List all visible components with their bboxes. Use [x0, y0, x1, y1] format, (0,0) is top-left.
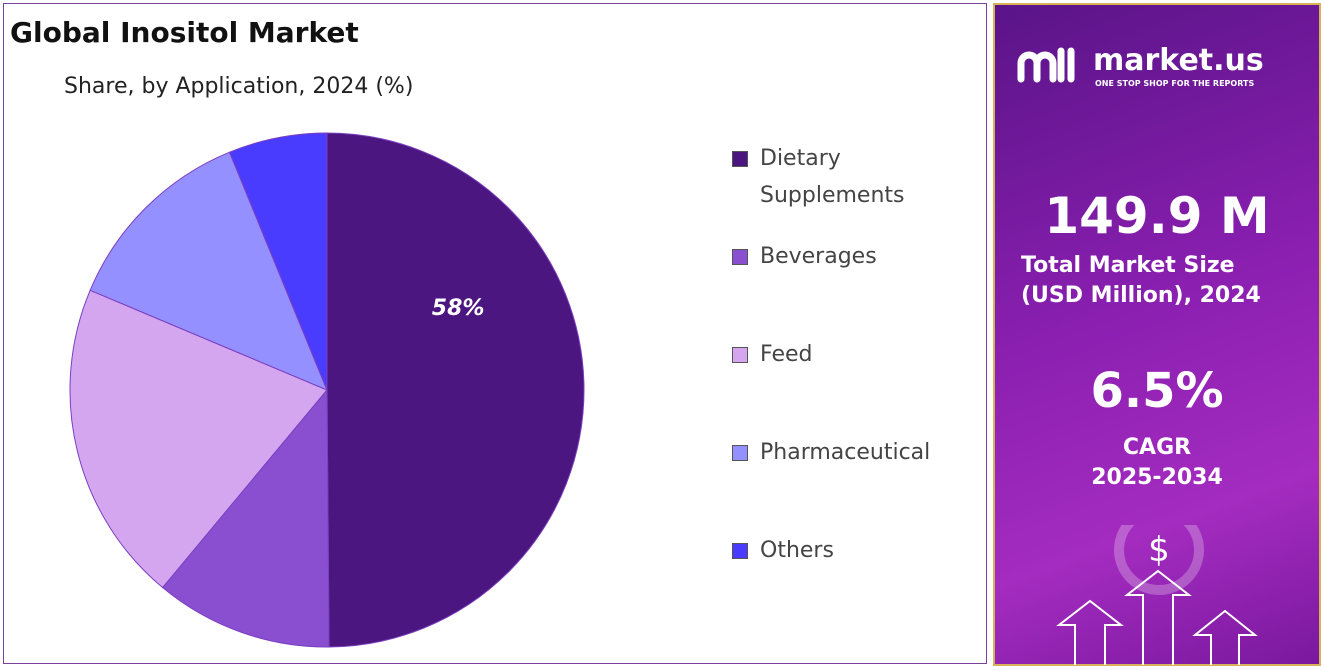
data-label: 58%: [432, 296, 485, 321]
legend-item: Feed: [732, 336, 1000, 373]
legend-swatch: [732, 347, 748, 363]
market-size-label: (USD Million), 2024: [1021, 283, 1261, 308]
legend-swatch: [732, 249, 748, 265]
legend-item: Beverages: [732, 238, 1000, 275]
brand: market.us: [1093, 43, 1264, 78]
legend-swatch: [732, 543, 748, 559]
market-size-label: Total Market Size: [1021, 253, 1235, 278]
pie-slice: [326, 132, 585, 648]
legend-item: Pharmaceutical: [732, 434, 1000, 471]
market-size: 149.9 M: [1044, 187, 1270, 245]
legend-item: Dietary Supplements: [732, 140, 940, 214]
pie-slice: [89, 151, 328, 391]
arrows-decoration: $: [1056, 525, 1258, 665]
chart-panel: [3, 3, 987, 664]
chart-subtitle: Share, by Application, 2024 (%): [64, 74, 414, 99]
legend-swatch: [732, 151, 748, 167]
pie-slice: [161, 388, 330, 648]
cagr-value: 6.5%: [1090, 363, 1224, 419]
legend-label: Pharmaceutical: [760, 440, 931, 465]
chart-title: Global Inositol Market: [10, 16, 359, 49]
legend-swatch: [732, 445, 748, 461]
pie-slice: [69, 289, 328, 589]
svg-text:$: $: [1148, 530, 1170, 570]
tagline: ONE STOP SHOP FOR THE REPORTS: [1095, 79, 1255, 88]
summary-panel: market.us ONE STOP SHOP FOR THE REPORTS …: [993, 3, 1321, 666]
legend-label: Beverages: [760, 244, 877, 269]
pie-chart: 58%: [69, 132, 585, 648]
cagr-period: 2025-2034: [1091, 465, 1223, 490]
legend-label: Others: [760, 538, 834, 563]
pie-slice: [228, 132, 328, 391]
legend-label: Feed: [760, 342, 813, 367]
brand-logo: [1017, 47, 1075, 83]
legend-label: Dietary Supplements: [760, 146, 905, 208]
cagr-label: CAGR: [1122, 435, 1192, 460]
legend-item: Others: [732, 532, 1000, 569]
